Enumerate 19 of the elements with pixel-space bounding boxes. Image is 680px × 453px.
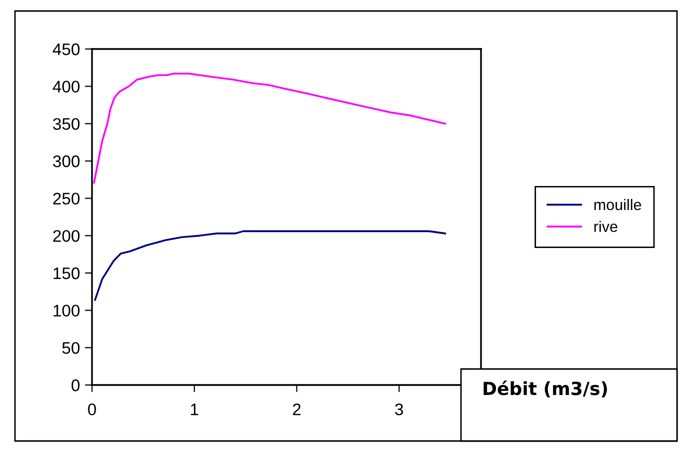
y-tick-label: 100 bbox=[54, 304, 80, 317]
y-tick-label: 0 bbox=[72, 379, 80, 392]
y-tick-label: 200 bbox=[53, 230, 80, 242]
y-tick-label: 350 bbox=[53, 118, 80, 130]
x-tick-label: 3 bbox=[395, 403, 404, 416]
x-tick-label: 1 bbox=[191, 404, 198, 416]
legend-label: rive bbox=[594, 220, 618, 232]
y-tick-label: 400 bbox=[52, 80, 80, 93]
x-axis-title: Débit (m3/s) bbox=[484, 380, 607, 398]
line-series bbox=[94, 230, 446, 301]
y-tick-label: 450 bbox=[52, 43, 80, 56]
y-tick-label: 150 bbox=[54, 267, 80, 280]
y-tick-label: 50 bbox=[62, 342, 80, 354]
x-tick-label: 2 bbox=[292, 403, 301, 416]
legend-label: mouille bbox=[594, 198, 642, 210]
line-series bbox=[93, 72, 446, 184]
y-tick-label: 300 bbox=[53, 155, 80, 168]
x-tick-label: 0 bbox=[88, 403, 96, 416]
y-tick-label: 250 bbox=[53, 192, 80, 205]
